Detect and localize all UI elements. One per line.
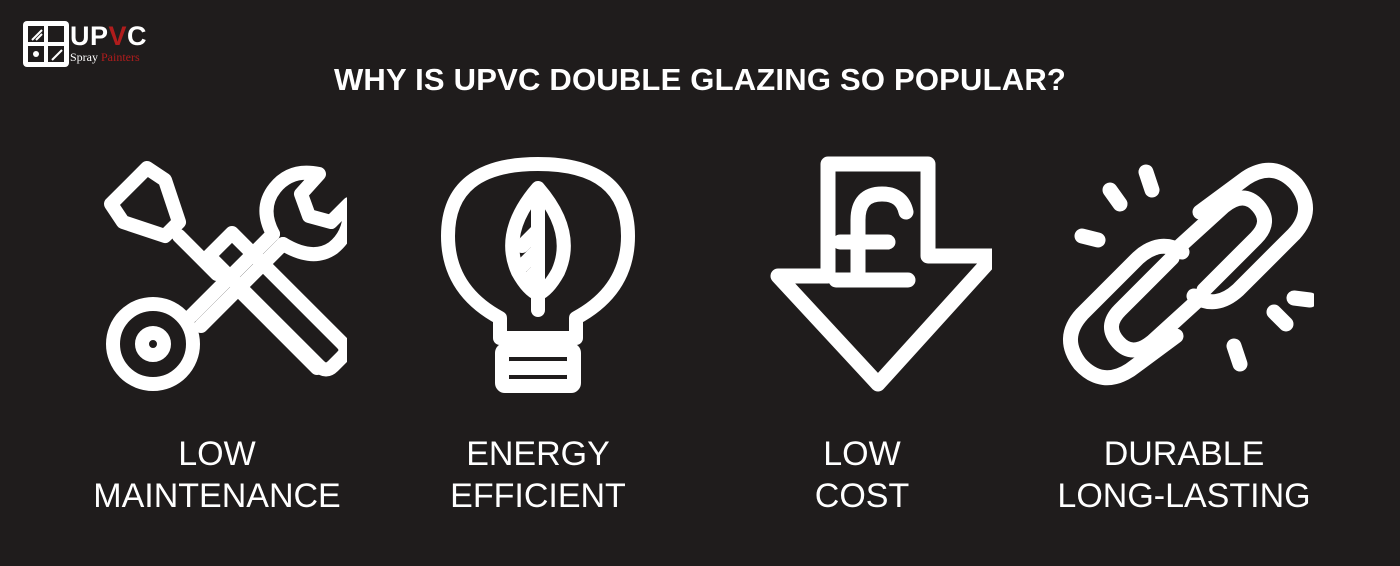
- feature-label-line2: LONG-LASTING: [1057, 477, 1311, 515]
- tools-icon: [104, 161, 347, 391]
- brand-wordmark: UPVC: [70, 21, 148, 51]
- feature-label-line1: ENERGY: [466, 435, 610, 473]
- feature-label-line1: LOW: [823, 435, 901, 473]
- feature-label-line2: MAINTENANCE: [93, 477, 341, 515]
- brand-tagline: Spray Painters: [70, 50, 140, 64]
- feature-low-cost: LOW COST: [702, 150, 1022, 530]
- chain-link-icon: [1063, 162, 1314, 386]
- feature-label-line1: LOW: [178, 435, 256, 473]
- feature-label: LOW COST: [702, 433, 1022, 517]
- brand-logo-mark-icon: [23, 21, 69, 67]
- feature-label-line2: EFFICIENT: [450, 477, 626, 515]
- page-title: WHY IS UPVC DOUBLE GLAZING SO POPULAR?: [333, 62, 1067, 97]
- lightbulb-leaf-icon: [441, 157, 635, 393]
- feature-label: ENERGY EFFICIENT: [378, 433, 698, 517]
- feature-label-line1: DURABLE: [1103, 435, 1265, 473]
- feature-label-line2: COST: [814, 477, 910, 515]
- brand-logo[interactable]: UPVC Spray Painters: [22, 20, 162, 72]
- feature-label: DURABLE LONG-LASTING: [1024, 433, 1344, 517]
- feature-durable-long-lasting: DURABLE LONG-LASTING: [1024, 150, 1344, 530]
- feature-energy-efficient: ENERGY EFFICIENT: [378, 150, 698, 530]
- pound-down-arrow-icon: [770, 156, 992, 392]
- feature-low-maintenance: LOW MAINTENANCE: [57, 150, 377, 530]
- feature-label: LOW MAINTENANCE: [57, 433, 377, 517]
